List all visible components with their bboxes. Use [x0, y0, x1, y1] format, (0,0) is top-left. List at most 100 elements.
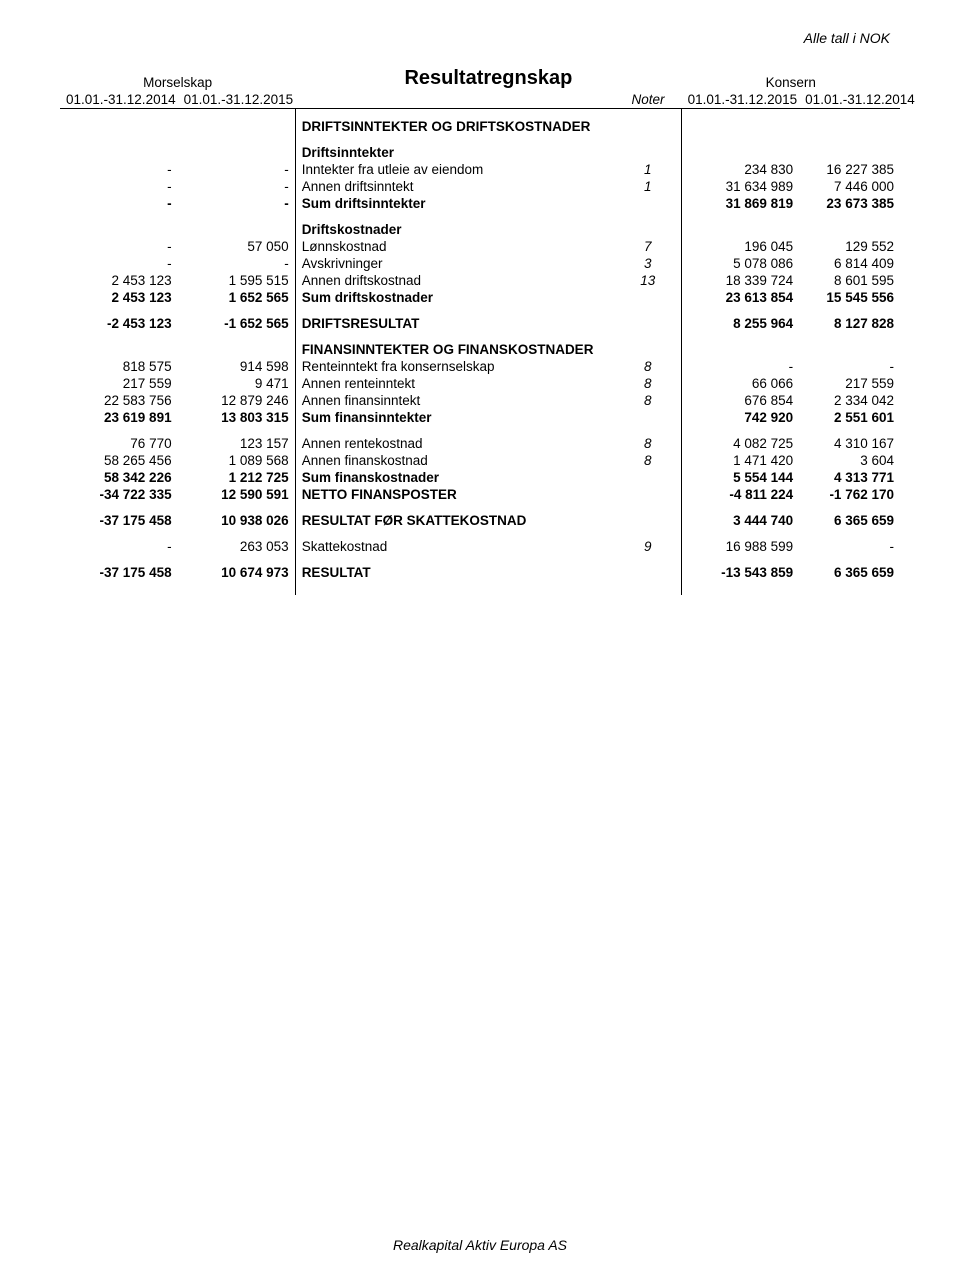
cell-k14: -	[799, 529, 900, 555]
cell-label: Avskrivninger	[295, 255, 614, 272]
section-title: FINANSINNTEKTER OG FINANSKOSTNADER	[295, 332, 614, 358]
cell-label: Annen driftsinntekt	[295, 178, 614, 195]
table-row-result: -37 175 458 10 674 973 RESULTAT -13 543 …	[60, 555, 900, 581]
table-row: - - Annen driftsinntekt 1 31 634 989 7 4…	[60, 178, 900, 195]
cell-k15: 742 920	[682, 409, 800, 426]
cell-m14: -	[60, 238, 178, 255]
cell-label: Lønnskostnad	[295, 238, 614, 255]
col-m14: 01.01.-31.12.2014	[60, 91, 178, 109]
table-row-total: -37 175 458 10 938 026 RESULTAT FØR SKAT…	[60, 503, 900, 529]
cell-label: Annen rentekostnad	[295, 426, 614, 452]
table-row: - - Inntekter fra utleie av eiendom 1 23…	[60, 161, 900, 178]
cell-k15: 18 339 724	[682, 272, 800, 289]
cell-m15: 13 803 315	[178, 409, 296, 426]
cell-m15: -	[178, 195, 296, 212]
cell-m14: 2 453 123	[60, 272, 178, 289]
table-row-total: -34 722 335 12 590 591 NETTO FINANSPOSTE…	[60, 486, 900, 503]
cell-m14: 23 619 891	[60, 409, 178, 426]
cell-note: 7	[614, 238, 681, 255]
cell-k15: 8 255 964	[682, 306, 800, 332]
cell-label: Annen finansinntekt	[295, 392, 614, 409]
cell-m15: -	[178, 255, 296, 272]
cell-k14: 6 365 659	[799, 555, 900, 581]
cell-k14: 2 334 042	[799, 392, 900, 409]
cell-k14: 2 551 601	[799, 409, 900, 426]
col-k15: 01.01.-31.12.2015	[682, 91, 800, 109]
cell-label: Annen finanskostnad	[295, 452, 614, 469]
income-statement-table: Morselskap Resultatregnskap Konsern 01.0…	[60, 66, 900, 595]
table-row: 22 583 756 12 879 246 Annen finansinntek…	[60, 392, 900, 409]
cell-m15: 1 089 568	[178, 452, 296, 469]
cell-m14: 217 559	[60, 375, 178, 392]
cell-k14: 7 446 000	[799, 178, 900, 195]
table-row-total: -2 453 123 -1 652 565 DRIFTSRESULTAT 8 2…	[60, 306, 900, 332]
cell-k14: 8 127 828	[799, 306, 900, 332]
cell-k14: -	[799, 358, 900, 375]
subsection-title: Driftsinntekter	[295, 135, 614, 161]
cell-k14: 4 310 167	[799, 426, 900, 452]
cell-m15: -	[178, 161, 296, 178]
cell-k14: 6 365 659	[799, 503, 900, 529]
cell-label: Annen driftskostnad	[295, 272, 614, 289]
subsection-title: Driftskostnader	[295, 212, 614, 238]
cell-k15: 16 988 599	[682, 529, 800, 555]
rule-tail	[60, 581, 900, 595]
cell-k15: 234 830	[682, 161, 800, 178]
col-noter: Noter	[614, 91, 681, 109]
cell-note	[614, 555, 681, 581]
cell-k15: 4 082 725	[682, 426, 800, 452]
cell-m15: 12 590 591	[178, 486, 296, 503]
cell-m15: 12 879 246	[178, 392, 296, 409]
cell-label: Sum finansinntekter	[295, 409, 614, 426]
cell-k15: 5 554 144	[682, 469, 800, 486]
cell-k15: -13 543 859	[682, 555, 800, 581]
section-row: DRIFTSINNTEKTER OG DRIFTSKOSTNADER	[60, 109, 900, 136]
cell-k14: 129 552	[799, 238, 900, 255]
cell-m15: 1 652 565	[178, 289, 296, 306]
cell-label: NETTO FINANSPOSTER	[295, 486, 614, 503]
cell-note: 13	[614, 272, 681, 289]
cell-m14: -2 453 123	[60, 306, 178, 332]
cell-note: 8	[614, 375, 681, 392]
page-title: Resultatregnskap	[295, 66, 681, 91]
cell-k15: 31 634 989	[682, 178, 800, 195]
table-row-sum: - - Sum driftsinntekter 31 869 819 23 67…	[60, 195, 900, 212]
table-row: 58 265 456 1 089 568 Annen finanskostnad…	[60, 452, 900, 469]
currency-note: Alle tall i NOK	[60, 30, 900, 46]
cell-m14: -	[60, 529, 178, 555]
cell-note: 9	[614, 529, 681, 555]
cell-note: 8	[614, 426, 681, 452]
cell-k15: 196 045	[682, 238, 800, 255]
cell-label: Sum driftsinntekter	[295, 195, 614, 212]
table-row: - 57 050 Lønnskostnad 7 196 045 129 552	[60, 238, 900, 255]
cell-label: Sum driftskostnader	[295, 289, 614, 306]
cell-k15: 31 869 819	[682, 195, 800, 212]
cell-m14: 2 453 123	[60, 289, 178, 306]
table-row-sum: 23 619 891 13 803 315 Sum finansinntekte…	[60, 409, 900, 426]
header-period-row: 01.01.-31.12.2014 01.01.-31.12.2015 Note…	[60, 91, 900, 109]
cell-m15: -1 652 565	[178, 306, 296, 332]
cell-k15: 1 471 420	[682, 452, 800, 469]
table-row: 217 559 9 471 Annen renteinntekt 8 66 06…	[60, 375, 900, 392]
cell-label: RESULTAT FØR SKATTEKOSTNAD	[295, 503, 614, 529]
cell-m14: -37 175 458	[60, 503, 178, 529]
cell-k15: 66 066	[682, 375, 800, 392]
cell-label: DRIFTSRESULTAT	[295, 306, 614, 332]
cell-m15: -	[178, 178, 296, 195]
table-row-sum: 58 342 226 1 212 725 Sum finanskostnader…	[60, 469, 900, 486]
header-group-row: Morselskap Resultatregnskap Konsern	[60, 66, 900, 91]
cell-m14: -	[60, 161, 178, 178]
section-title: DRIFTSINNTEKTER OG DRIFTSKOSTNADER	[295, 109, 614, 136]
cell-label: Skattekostnad	[295, 529, 614, 555]
col-k14: 01.01.-31.12.2014	[799, 91, 900, 109]
cell-note	[614, 306, 681, 332]
cell-m15: 914 598	[178, 358, 296, 375]
cell-m15: 10 674 973	[178, 555, 296, 581]
cell-note: 8	[614, 452, 681, 469]
cell-k15: 23 613 854	[682, 289, 800, 306]
cell-m14: -	[60, 178, 178, 195]
cell-note	[614, 289, 681, 306]
cell-note	[614, 503, 681, 529]
table-row: - - Avskrivninger 3 5 078 086 6 814 409	[60, 255, 900, 272]
cell-m15: 263 053	[178, 529, 296, 555]
